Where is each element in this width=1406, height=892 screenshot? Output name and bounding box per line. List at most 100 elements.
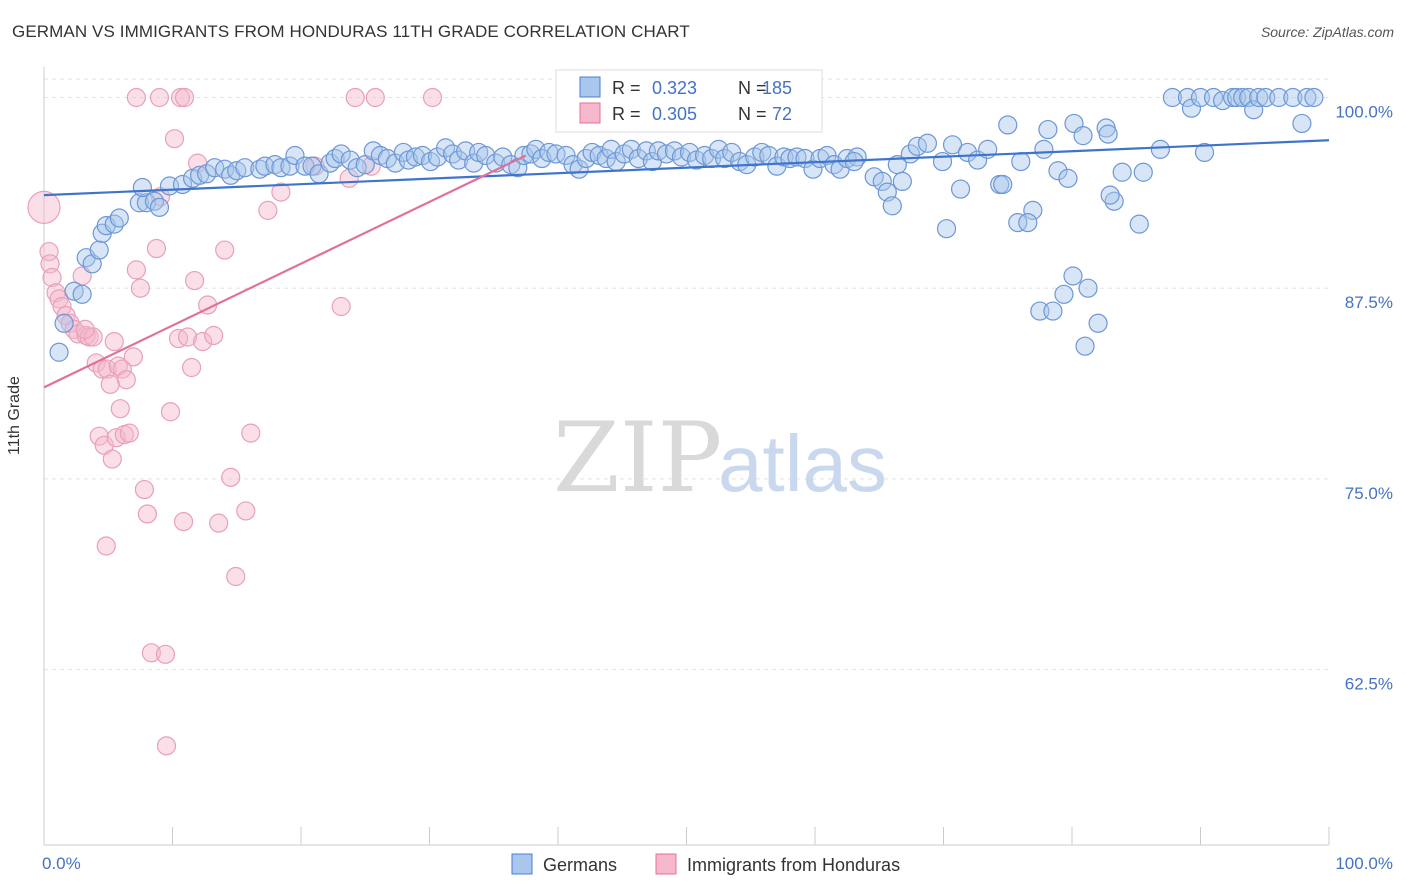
legend-bottom-label-germans: Germans [543, 855, 617, 875]
point-germans [950, 179, 971, 199]
point-germans [1054, 284, 1074, 304]
watermark: ZIP atlas [553, 402, 887, 514]
point-germans [1223, 87, 1243, 108]
y-tick-label: 62.5% [1345, 675, 1393, 694]
point-honduras [76, 325, 96, 346]
trend-line-germans [43, 139, 1330, 197]
point-honduras [221, 467, 241, 487]
point-germans [1150, 139, 1170, 159]
point-germans [255, 156, 275, 176]
point-germans [1129, 214, 1149, 234]
legend-r-value: 0.323 [652, 78, 697, 98]
point-honduras [119, 423, 139, 443]
point-germans [1133, 162, 1153, 182]
point-honduras [331, 296, 351, 317]
point-germans [1078, 278, 1098, 298]
point-honduras [184, 270, 205, 291]
point-honduras [149, 87, 170, 108]
point-germans [1073, 126, 1093, 146]
point-germans [1112, 162, 1132, 182]
point-germans [104, 214, 124, 234]
legend-top: R = 0.323 N = 185 R = 0.305 N = 72 [555, 69, 823, 133]
legend-r-label: R = [612, 78, 641, 98]
y-tick-label: 100.0% [1335, 103, 1393, 122]
point-honduras [49, 289, 69, 309]
point-honduras [52, 296, 72, 317]
point-germans [942, 135, 963, 155]
point-germans [280, 156, 300, 176]
point-germans [205, 158, 225, 178]
point-honduras [126, 260, 146, 280]
point-honduras [27, 190, 61, 224]
point-honduras [42, 267, 62, 288]
point-germans [1269, 87, 1289, 108]
point-honduras [137, 504, 158, 524]
point-germans [1011, 151, 1031, 172]
y-tick-label: 75.0% [1345, 484, 1393, 503]
watermark-atlas: atlas [718, 419, 887, 508]
point-germans [1098, 124, 1118, 144]
point-germans [340, 150, 360, 170]
point-honduras [96, 536, 116, 556]
point-honduras [141, 643, 162, 663]
point-germans [993, 174, 1013, 195]
point-honduras [75, 319, 95, 339]
point-germans [89, 240, 109, 260]
point-germans [1297, 87, 1317, 108]
point-germans [787, 147, 807, 167]
legend-bottom: Germans Immigrants from Honduras [511, 853, 900, 875]
point-honduras [123, 347, 143, 367]
point-germans [1194, 142, 1215, 163]
point-germans [1088, 313, 1108, 333]
point-germans [1038, 119, 1058, 140]
point-germans [1030, 301, 1050, 321]
point-germans [1233, 87, 1253, 108]
legend-n-value: 185 [762, 78, 792, 98]
trend-lines [43, 139, 1330, 389]
point-germans [998, 115, 1018, 135]
point-honduras [241, 423, 261, 443]
point-honduras [83, 327, 103, 347]
point-germans [1023, 200, 1043, 220]
legend-bottom-label-honduras: Immigrants from Honduras [687, 855, 900, 875]
trend-line-honduras [43, 154, 527, 389]
tick-labels: 62.5% 75.0% 87.5% 100.0% 0.0% 100.0% [42, 103, 1393, 873]
point-honduras [193, 331, 213, 352]
point-honduras [258, 200, 278, 220]
chart-title: GERMAN VS IMMIGRANTS FROM HONDURAS 11TH … [12, 22, 690, 41]
legend-n-label: N = [738, 104, 767, 124]
point-honduras [116, 370, 136, 390]
point-honduras [209, 513, 229, 533]
point-germans [144, 191, 165, 211]
point-germans [882, 196, 902, 216]
point-honduras [110, 399, 130, 419]
legend-n-label: N = [738, 78, 767, 98]
point-honduras [130, 278, 150, 298]
point-honduras [422, 87, 443, 108]
point-honduras [146, 238, 167, 259]
source-label: Source: ZipAtlas.com [1260, 24, 1394, 40]
y-tick-label: 87.5% [1345, 293, 1393, 312]
axes [43, 67, 1330, 846]
point-germans [1034, 139, 1054, 159]
point-germans [72, 284, 92, 304]
point-honduras [160, 402, 181, 422]
point-germans [250, 159, 270, 179]
point-germans [872, 171, 892, 192]
point-germans [1292, 113, 1312, 134]
legend-r-value: 0.305 [652, 104, 697, 124]
point-germans [1249, 87, 1269, 108]
point-germans [917, 133, 938, 153]
point-germans [803, 159, 823, 179]
point-honduras [97, 359, 117, 379]
point-honduras [155, 644, 176, 664]
series-honduras-points [27, 87, 443, 756]
point-germans [129, 193, 149, 213]
point-germans [1058, 168, 1078, 188]
point-honduras [134, 479, 154, 500]
point-germans [54, 313, 74, 333]
point-honduras [215, 240, 235, 260]
point-germans [1043, 301, 1063, 321]
point-germans [405, 147, 426, 167]
